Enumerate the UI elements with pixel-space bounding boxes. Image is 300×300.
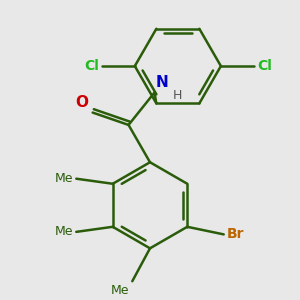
Text: Cl: Cl: [84, 59, 99, 73]
Text: Me: Me: [55, 225, 73, 239]
Text: Br: Br: [227, 227, 244, 242]
Text: Me: Me: [55, 172, 73, 185]
Text: Me: Me: [111, 284, 130, 297]
Text: N: N: [155, 76, 168, 91]
Text: H: H: [173, 89, 182, 102]
Text: O: O: [76, 94, 88, 110]
Text: Cl: Cl: [257, 59, 272, 73]
